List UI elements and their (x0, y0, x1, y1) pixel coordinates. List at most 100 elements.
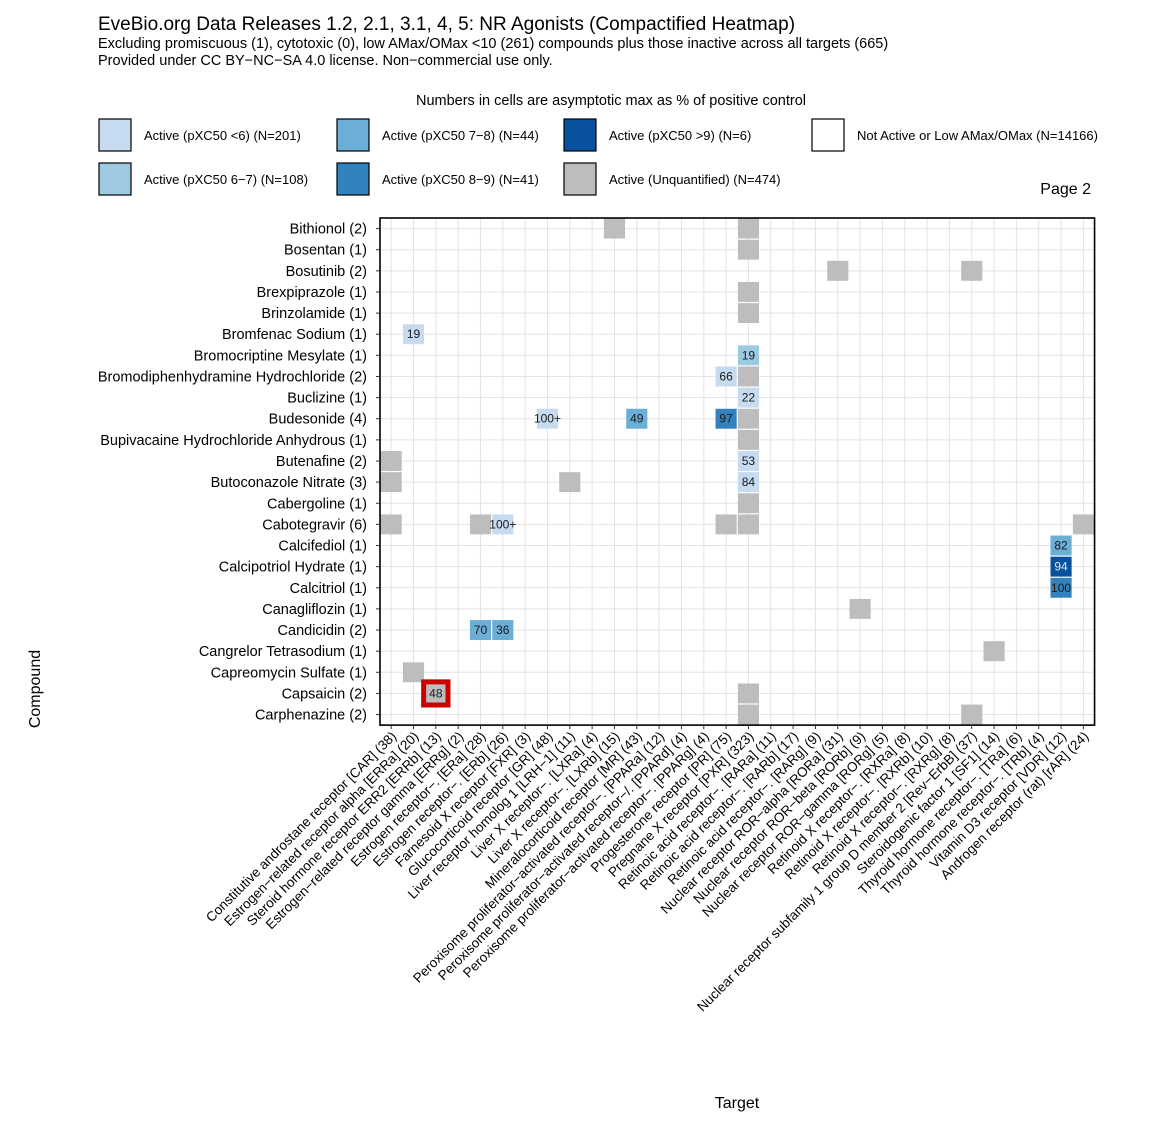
legend-title: Numbers in cells are asymptotic max as %… (416, 93, 806, 109)
y-tick-label: Buclizine (1) (287, 391, 367, 407)
legend-swatch-c2 (98, 162, 132, 196)
y-tick-label: Capreomycin Sulfate (1) (211, 665, 367, 681)
heatmap-cell (737, 303, 760, 324)
heatmap-cell (402, 324, 425, 345)
heatmap-cell (737, 472, 760, 493)
heatmap-cell (737, 408, 760, 429)
heatmap-cell (1050, 556, 1072, 577)
heatmap-cell (402, 662, 425, 683)
heatmap-cell (1050, 535, 1072, 556)
y-tick-label: Cangrelor Tetrasodium (1) (199, 644, 367, 660)
heatmap-cell (715, 408, 737, 429)
legend-label-c5: Active (pXC50 >9) (N=6) (609, 128, 751, 143)
cell-value-label: 48 (429, 686, 443, 700)
highlight-box (421, 679, 451, 708)
heatmap-cell (849, 598, 871, 619)
heatmap-cell (737, 218, 760, 239)
heatmap-cell (1050, 577, 1072, 598)
heatmap-cell (737, 387, 760, 408)
y-tick-label: Candicidin (2) (278, 623, 367, 639)
heatmap-cell (715, 366, 737, 387)
cell-value-label: 36 (496, 623, 510, 637)
legend-swatch-c1 (98, 118, 132, 152)
y-tick-label: Brexpiprazole (1) (257, 285, 367, 301)
y-tick-label: Bosentan (1) (284, 243, 367, 259)
cell-value-label: 70 (474, 623, 488, 637)
cell-value-label: 94 (1054, 560, 1068, 574)
legend-label-c3: Active (pXC50 7−8) (N=44) (382, 128, 539, 143)
legend-label-g: Active (Unquantified) (N=474) (609, 172, 781, 187)
heatmap-cell (492, 620, 514, 640)
cell-value-label: 49 (630, 412, 644, 426)
y-tick-label: Calcipotriol Hydrate (1) (219, 560, 367, 576)
y-axis-tick-labels: Bithionol (2) Bosentan (1) Bosutinib (2) Br… (98, 222, 380, 724)
heatmap-cell (737, 366, 760, 387)
page-label: Page 2 (1040, 181, 1091, 198)
legend-swatch-c4 (336, 162, 370, 196)
heatmap-cell (536, 408, 559, 429)
heatmap-cell (983, 641, 1005, 662)
chart-subtitle-line-2: Provided under CC BY−NC−SA 4.0 license. … (98, 53, 553, 69)
y-tick-label: Calcifediol (1) (278, 539, 367, 555)
heatmap-cell (469, 620, 492, 640)
legend-swatch-c3 (336, 118, 370, 152)
cell-value-label: 82 (1054, 539, 1068, 553)
cell-value-label: 100 (1051, 581, 1071, 595)
heatmap-cell (425, 683, 447, 704)
heatmap-cell (737, 281, 760, 302)
plot-area: 19 19 66 22 100+ 49 97 53 84 100+ 82 94 100 70 36 48 (379, 217, 1096, 726)
heatmap-cell (827, 260, 849, 281)
cell-value-label: 19 (742, 348, 756, 362)
heatmap-cell (715, 514, 737, 535)
heatmap-cell (737, 239, 760, 260)
legend-label-c4: Active (pXC50 8−9) (N=41) (382, 172, 539, 187)
y-tick-label: Cabergoline (1) (267, 496, 367, 512)
cell-value-label: 97 (719, 412, 733, 426)
legend-label-c2: Active (pXC50 6−7) (N=108) (144, 172, 308, 187)
heatmap-cell (469, 514, 492, 535)
y-tick-label: Bromfenac Sodium (1) (222, 327, 367, 343)
heatmap-cell (961, 260, 983, 281)
y-tick-label: Budesonide (4) (269, 412, 367, 428)
x-axis-title: Target (715, 1095, 760, 1112)
cell-value-label: 84 (742, 475, 756, 489)
y-axis-title: Compound (27, 650, 44, 728)
plot-border (379, 217, 1096, 726)
legend-label-na: Not Active or Low AMax/OMax (N=14166) (857, 128, 1098, 143)
heatmap-cell (737, 493, 760, 514)
y-tick-label: Canagliflozin (1) (262, 602, 367, 618)
legend-swatch-na (811, 118, 845, 152)
y-tick-label: Brinzolamide (1) (261, 306, 367, 322)
y-tick-label: Capsaicin (2) (282, 686, 367, 702)
heatmap-cell (737, 514, 760, 535)
heatmap-cell (380, 514, 402, 535)
heatmap-cell (737, 704, 760, 725)
cell-value-label: 22 (742, 391, 756, 405)
y-tick-label: Butoconazole Nitrate (3) (211, 475, 367, 491)
heatmap-cells: 19 19 66 22 100+ 49 97 53 84 100+ 82 94 100 70 36 48 (380, 218, 1094, 725)
chart-subtitle-line-1: Excluding promiscuous (1), cytotoxic (0)… (98, 36, 888, 52)
x-axis-tick-labels: Constitutive androstane receptor [CAR] (… (203, 725, 1092, 1014)
legend-swatch-g (563, 162, 597, 196)
y-tick-label: Bupivacaine Hydrochloride Anhydrous (1) (100, 433, 367, 449)
legend-label-c1: Active (pXC50 <6) (N=201) (144, 128, 301, 143)
y-tick-label: Carphenazine (2) (255, 708, 367, 724)
heatmap-cell (961, 704, 983, 725)
heatmap-cell (380, 451, 402, 471)
y-tick-label: Butenafine (2) (276, 454, 367, 470)
heatmap-cell (380, 472, 402, 493)
cell-value-label: 100+ (489, 517, 516, 531)
heatmap-cell (737, 429, 760, 450)
chart-title: EveBio.org Data Releases 1.2, 2.1, 3.1, … (98, 14, 795, 35)
cell-value-label: 100+ (534, 412, 561, 426)
cell-value-label: 19 (407, 327, 421, 341)
legend: Active (pXC50 <6) (N=201) Active (pXC50 7… (98, 118, 1098, 196)
y-tick-label: Bosutinib (2) (286, 264, 367, 280)
legend-swatch-c5 (563, 118, 597, 152)
y-tick-label: Bithionol (2) (290, 222, 367, 238)
heatmap-cell (492, 514, 514, 535)
cell-value-label: 66 (719, 369, 733, 383)
plot-background (380, 218, 1095, 726)
heatmap-cell (1072, 514, 1094, 535)
heatmap-cell (737, 451, 760, 471)
